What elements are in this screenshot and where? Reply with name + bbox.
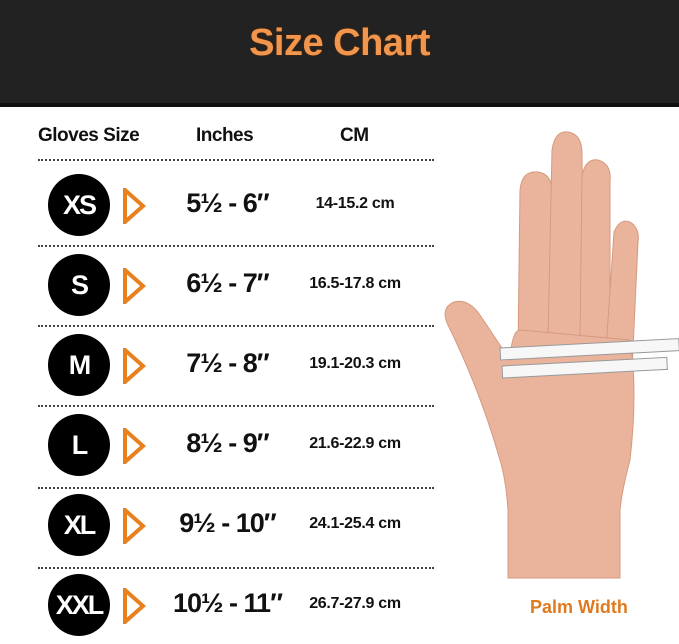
page-title: Size Chart bbox=[249, 22, 430, 64]
size-badge: S bbox=[48, 254, 110, 316]
hand-measurement-image bbox=[444, 131, 679, 579]
size-row: S 6½ - 7″ 16.5-17.8 cm bbox=[0, 250, 440, 320]
inches-value: 6½ - 7″ bbox=[186, 268, 269, 298]
column-header-inches: Inches bbox=[196, 125, 254, 146]
inches-value: 7½ - 8″ bbox=[186, 348, 269, 378]
inches-value: 8½ - 9″ bbox=[186, 428, 269, 458]
size-row: XL 9½ - 10″ 24.1-25.4 cm bbox=[0, 490, 440, 560]
arrow-right-icon bbox=[123, 188, 146, 224]
size-badge: XXL bbox=[48, 574, 110, 636]
cm-value: 19.1-20.3 cm bbox=[309, 355, 401, 372]
cm-value: 21.6-22.9 cm bbox=[309, 435, 401, 452]
size-row: L 8½ - 9″ 21.6-22.9 cm bbox=[0, 410, 440, 480]
header-banner: Size Chart bbox=[0, 0, 679, 107]
column-header-size: Gloves Size bbox=[38, 125, 140, 146]
row-divider bbox=[38, 159, 434, 161]
arrow-right-icon bbox=[123, 268, 146, 304]
inches-value: 9½ - 10″ bbox=[179, 508, 277, 538]
arrow-right-icon bbox=[123, 428, 146, 464]
size-row: XS 5½ - 6″ 14-15.2 cm bbox=[0, 170, 440, 240]
cm-value: 24.1-25.4 cm bbox=[309, 515, 401, 532]
size-badge: M bbox=[48, 334, 110, 396]
size-row: M 7½ - 8″ 19.1-20.3 cm bbox=[0, 330, 440, 400]
arrow-right-icon bbox=[123, 588, 146, 624]
row-divider bbox=[38, 567, 434, 569]
inches-value: 5½ - 6″ bbox=[186, 188, 269, 218]
cm-value: 14-15.2 cm bbox=[315, 195, 395, 212]
cm-value: 26.7-27.9 cm bbox=[309, 595, 401, 612]
column-header-cm: CM bbox=[340, 125, 369, 146]
size-badge: XS bbox=[48, 174, 110, 236]
cm-value: 16.5-17.8 cm bbox=[309, 275, 401, 292]
arrow-right-icon bbox=[123, 508, 146, 544]
measuring-tape bbox=[499, 338, 679, 379]
size-row: XXL 10½ - 11″ 26.7-27.9 cm bbox=[0, 570, 440, 640]
arrow-right-icon bbox=[123, 348, 146, 384]
row-divider bbox=[38, 405, 434, 407]
size-badge: L bbox=[48, 414, 110, 476]
row-divider bbox=[38, 325, 434, 327]
inches-value: 10½ - 11″ bbox=[172, 588, 283, 618]
palm-width-caption: Palm Width bbox=[530, 597, 628, 617]
row-divider bbox=[38, 487, 434, 489]
size-badge: XL bbox=[48, 494, 110, 556]
row-divider bbox=[38, 245, 434, 247]
